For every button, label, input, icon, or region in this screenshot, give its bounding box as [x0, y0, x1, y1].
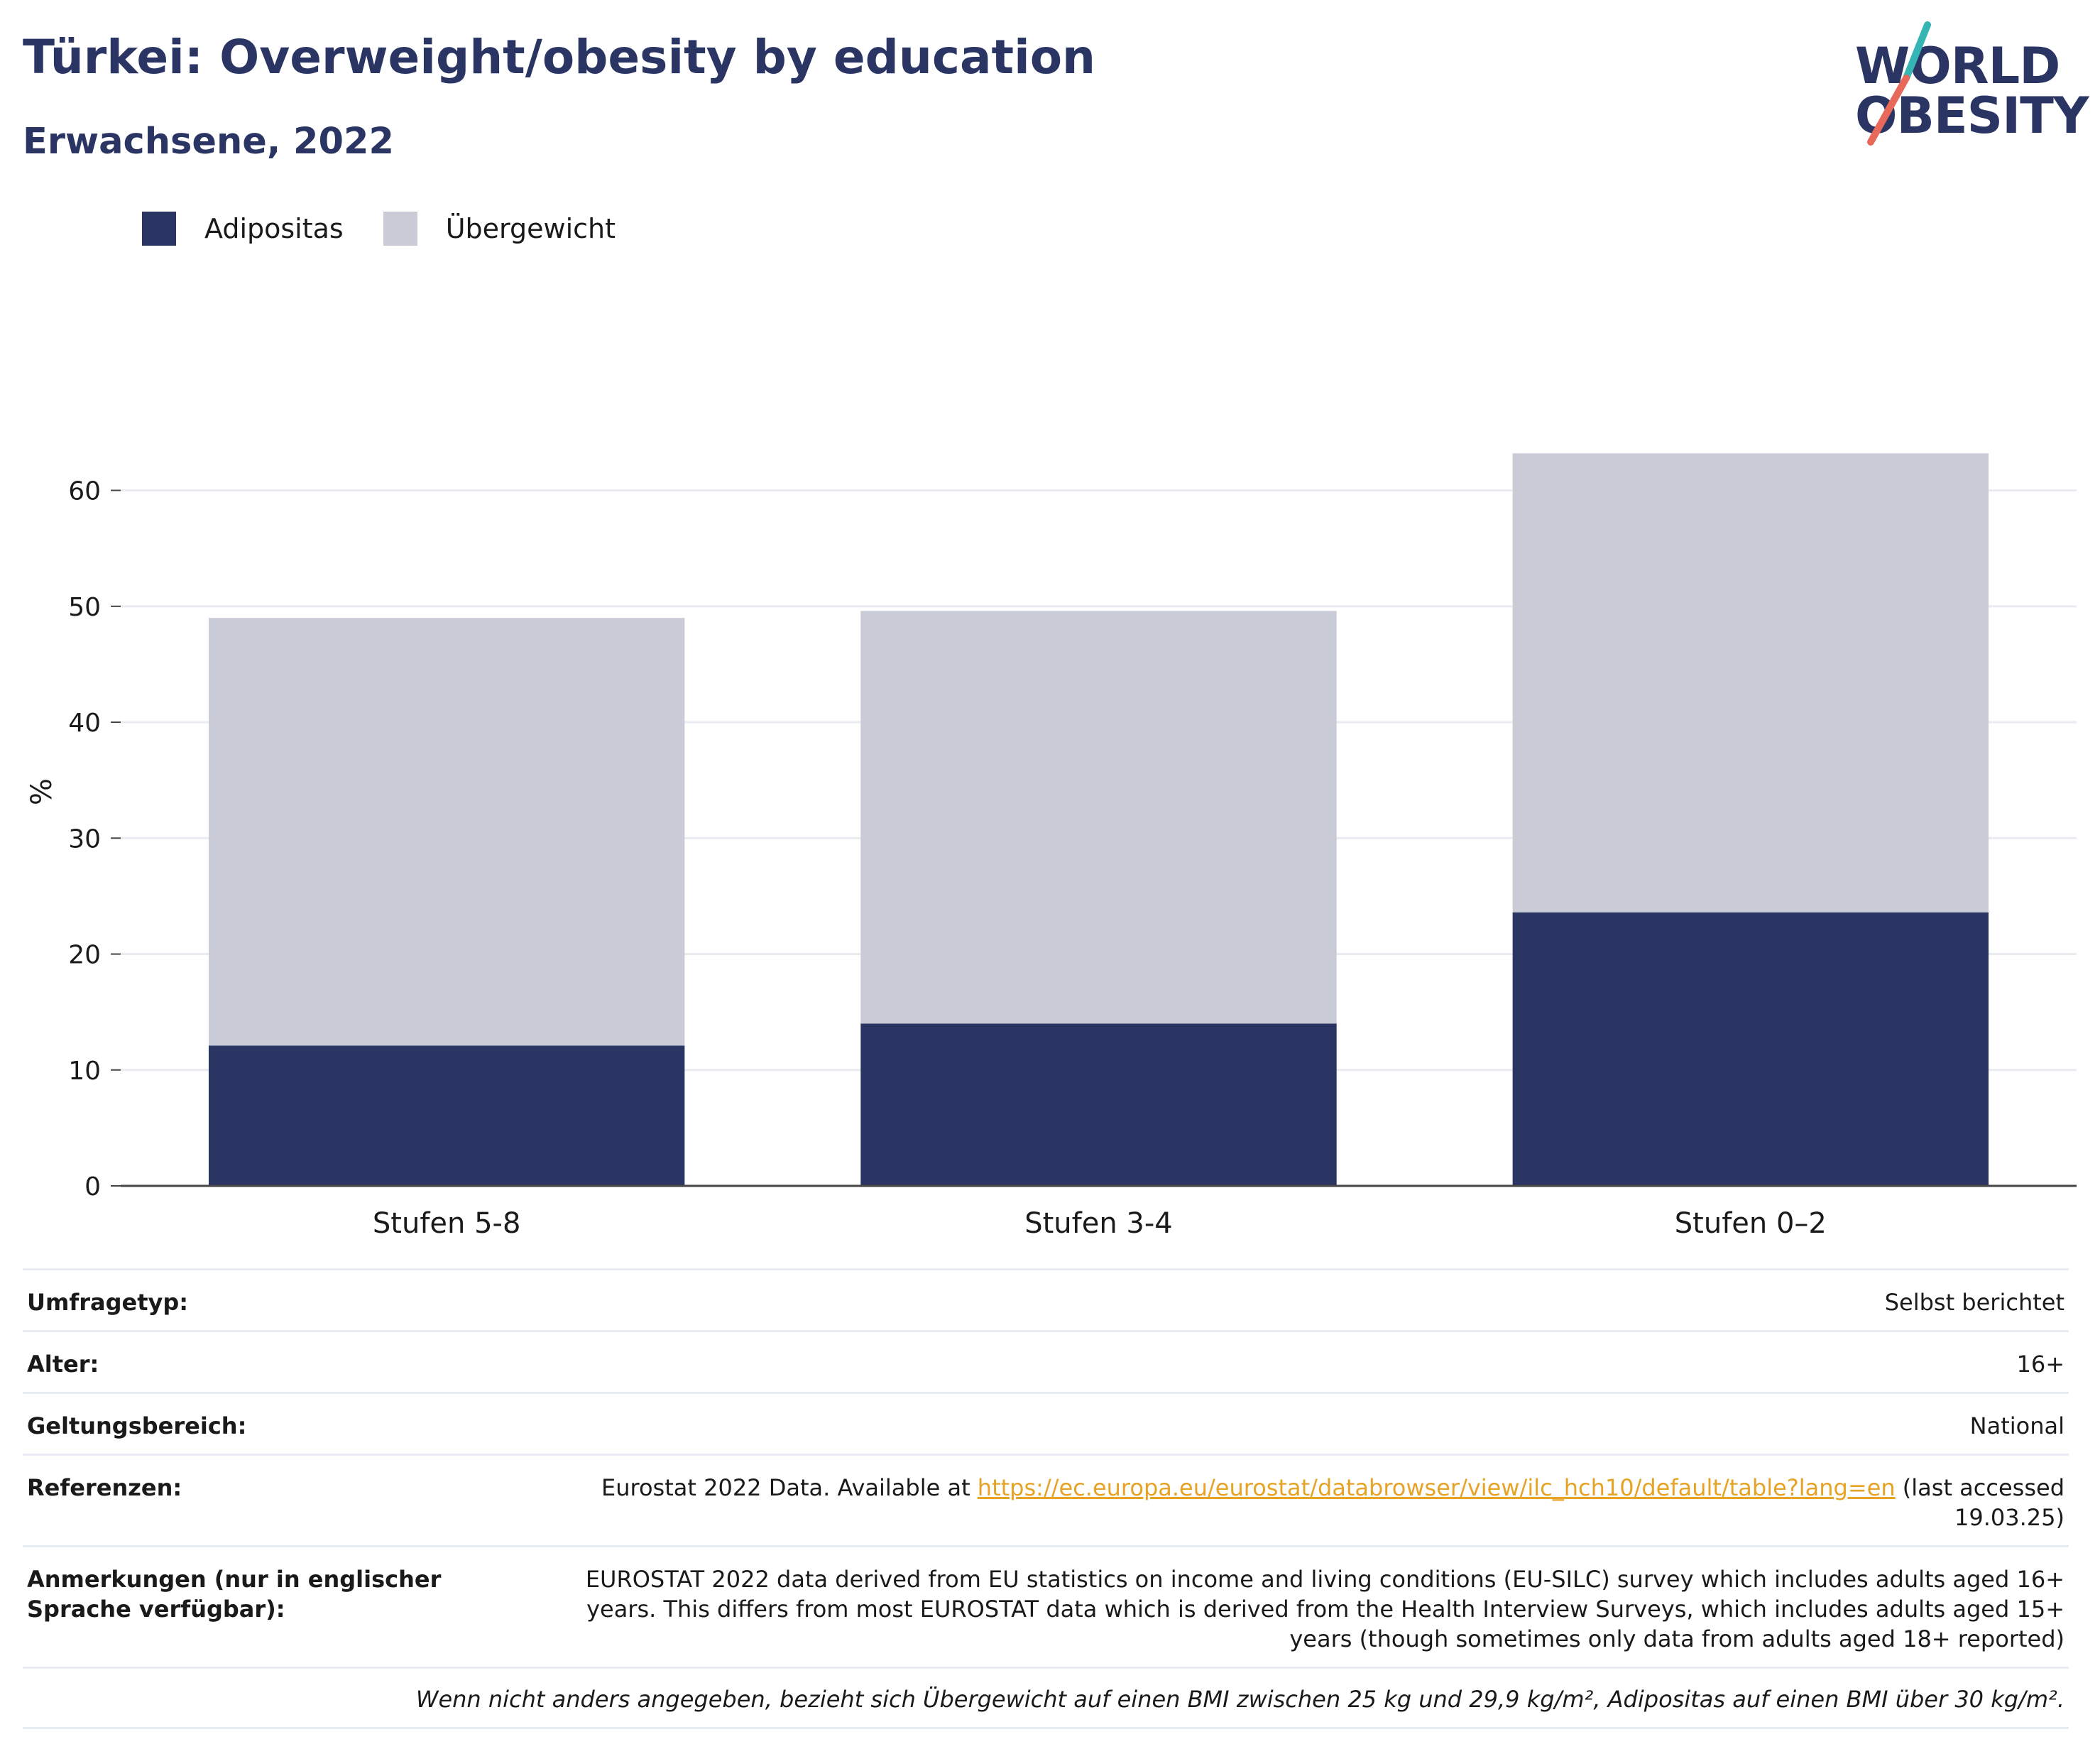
survey-type-value: Selbst berichtet: [542, 1268, 2069, 1331]
info-row-survey: Umfragetyp: Selbst berichtet: [23, 1268, 2069, 1331]
legend-item-adipositas: Adipositas: [142, 212, 344, 246]
bar-uebergewicht: [1512, 453, 1989, 912]
references-link[interactable]: https://ec.europa.eu/eurostat/databrowse…: [977, 1474, 1896, 1501]
scope-label: Geltungsbereich:: [23, 1392, 542, 1455]
x-tick-label: Stufen 3-4: [1024, 1207, 1173, 1240]
references-suffix: (last accessed 19.03.25): [1895, 1474, 2065, 1531]
age-value: 16+: [542, 1330, 2069, 1393]
chart-title: Türkei: Overweight/obesity by education: [23, 30, 1096, 85]
bar-adipositas: [860, 1023, 1337, 1186]
y-tick-label: 0: [84, 1172, 101, 1202]
info-row-references: Referenzen: Eurostat 2022 Data. Availabl…: [23, 1454, 2069, 1547]
legend-label-adipositas: Adipositas: [204, 213, 344, 244]
legend-item-uebergewicht: Übergewicht: [383, 212, 616, 246]
references-value: Eurostat 2022 Data. Available at https:/…: [542, 1454, 2069, 1547]
logo-line-1: WORLD: [1855, 37, 2060, 95]
logo-slash-icon: [1867, 21, 1931, 146]
age-label: Alter:: [23, 1330, 542, 1393]
chart-subtitle: Erwachsene, 2022: [23, 121, 394, 163]
y-tick-label: 10: [68, 1057, 101, 1086]
notes-label: Anmerkungen (nur in englischer Sprache v…: [23, 1545, 542, 1668]
references-label: Referenzen:: [23, 1454, 542, 1547]
info-table: Umfragetyp: Selbst berichtet Alter: 16+ …: [23, 1268, 2069, 1729]
y-axis-label: %: [26, 778, 58, 805]
y-tick-label: 60: [68, 477, 101, 506]
bar-adipositas: [1512, 912, 1989, 1186]
y-tick-label: 20: [68, 941, 101, 970]
survey-type-label: Umfragetyp:: [23, 1268, 542, 1331]
world-obesity-logo: WORLD OBESITY: [1849, 21, 2089, 149]
x-tick-label: Stufen 0–2: [1675, 1207, 1827, 1240]
definition-footnote: Wenn nicht anders angegeben, bezieht sic…: [23, 1667, 2069, 1729]
bar-uebergewicht: [208, 618, 685, 1046]
notes-value: EUROSTAT 2022 data derived from EU stati…: [542, 1545, 2069, 1668]
bar-uebergewicht: [860, 611, 1337, 1024]
x-tick-label: Stufen 5-8: [373, 1207, 521, 1240]
info-row-scope: Geltungsbereich: National: [23, 1392, 2069, 1455]
bar-chart: 0 10 20 30 40 50 60% Stufen 5-8 Stufen 3-4 Stufen…: [26, 453, 2077, 1240]
legend-swatch-uebergewicht: [383, 212, 417, 246]
legend-label-uebergewicht: Übergewicht: [445, 213, 616, 244]
y-tick-label: 50: [68, 593, 101, 622]
legend-swatch-adipositas: [142, 212, 176, 246]
scope-value: National: [542, 1392, 2069, 1455]
y-tick-label: 40: [68, 709, 101, 738]
references-prefix: Eurostat 2022 Data. Available at: [601, 1474, 978, 1501]
bar-adipositas: [208, 1045, 685, 1186]
y-tick-label: 30: [68, 824, 101, 854]
chart-legend: Adipositas Übergewicht: [142, 212, 655, 246]
info-row-notes: Anmerkungen (nur in englischer Sprache v…: [23, 1545, 2069, 1668]
info-row-age: Alter: 16+: [23, 1330, 2069, 1393]
info-row-footnote: Wenn nicht anders angegeben, bezieht sic…: [23, 1667, 2069, 1729]
